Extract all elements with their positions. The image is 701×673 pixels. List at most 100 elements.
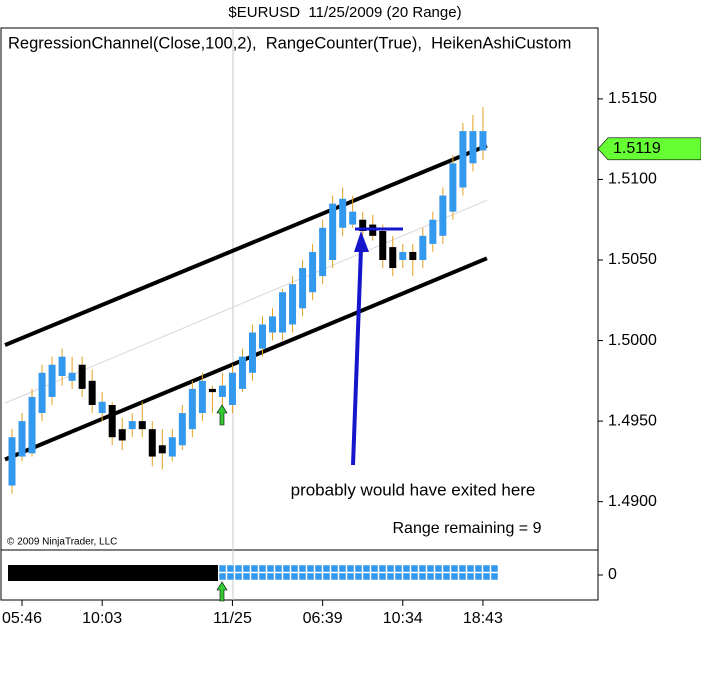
counter-bar-past	[8, 565, 218, 581]
counter-cell	[218, 564, 227, 573]
candle-body	[459, 131, 467, 188]
candle-body	[349, 211, 357, 225]
annotation-arrow	[351, 247, 363, 466]
counter-cell	[266, 572, 275, 581]
candle-body	[299, 268, 307, 309]
counter-cell	[370, 572, 379, 581]
candle-body	[449, 163, 457, 212]
counter-cell	[330, 572, 339, 581]
candle-body	[379, 231, 387, 260]
counter-cell	[234, 572, 243, 581]
candle-body	[58, 356, 66, 376]
annotation: probably would have exited here	[291, 480, 536, 499]
counter-cell	[274, 572, 283, 581]
copyright: © 2009 NinjaTrader, LLC	[7, 537, 117, 548]
counter-cell	[290, 564, 299, 573]
range-remaining: Range remaining = 9	[393, 520, 542, 537]
counter-cell	[282, 564, 291, 573]
counter-cell	[442, 564, 451, 573]
counter-cell	[466, 564, 475, 573]
counter-cell	[338, 564, 347, 573]
counter-cell	[490, 572, 499, 581]
counter-cell	[290, 572, 299, 581]
candle-body	[78, 364, 86, 389]
x-tick-label: 18:43	[463, 610, 503, 627]
candle-body	[18, 421, 26, 457]
x-tick-label: 06:39	[303, 610, 343, 627]
y-tick-label: 1.5100	[608, 171, 657, 188]
counter-cell	[322, 572, 331, 581]
counter-cell	[482, 564, 491, 573]
counter-cell	[322, 564, 331, 573]
candle-body	[158, 445, 166, 454]
candle-body	[188, 388, 196, 430]
counter-cell	[402, 572, 411, 581]
regression-line	[4, 256, 488, 462]
candle-body	[439, 195, 447, 236]
counter-cell	[370, 564, 379, 573]
counter-cell	[466, 572, 475, 581]
counter-cell	[458, 572, 467, 581]
last-price-tag	[597, 137, 701, 161]
candle-body	[399, 251, 407, 260]
counter-cell	[242, 564, 251, 573]
chart-title: $EURUSD 11/25/2009 (20 Range)	[228, 4, 461, 21]
candle-body	[269, 316, 277, 333]
candle-body	[178, 413, 186, 446]
counter-cell	[490, 564, 499, 573]
candle-body	[168, 437, 176, 457]
candle-body	[108, 405, 116, 438]
candle-body	[238, 356, 246, 389]
candle-body	[248, 332, 256, 373]
counter-cell	[418, 564, 427, 573]
candle-body	[228, 372, 236, 405]
counter-cell	[474, 564, 483, 573]
y-tick-label: 1.4950	[608, 412, 657, 429]
counter-bar	[218, 564, 499, 581]
counter-cell	[298, 564, 307, 573]
counter-cell	[306, 564, 315, 573]
candle-body	[38, 372, 46, 414]
x-tick-label: 05:46	[2, 610, 42, 627]
candle-body	[208, 388, 216, 393]
candle-body	[359, 219, 367, 231]
counter-cell	[442, 572, 451, 581]
counter-cell	[378, 572, 387, 581]
counter-cell	[258, 572, 267, 581]
counter-cell	[386, 572, 395, 581]
candle-body	[339, 198, 347, 228]
counter-cell	[330, 564, 339, 573]
candle-body	[289, 284, 297, 325]
counter-cell	[450, 572, 459, 581]
plot	[4, 106, 488, 494]
counter-cell	[346, 564, 355, 573]
candle-body	[479, 131, 487, 151]
candle-body	[389, 247, 397, 269]
candle-body	[148, 429, 156, 457]
counter-cell	[314, 572, 323, 581]
candle-body	[118, 429, 126, 441]
counter-cell	[474, 572, 483, 581]
counter-cell	[394, 564, 403, 573]
candle-body	[138, 421, 146, 430]
y-tick-label: 1.5150	[608, 90, 657, 107]
candle-body	[68, 372, 76, 381]
counter-cell	[434, 572, 443, 581]
counter-cell	[386, 564, 395, 573]
counter-cell	[346, 572, 355, 581]
y-tick-label: 1.5050	[608, 251, 657, 268]
counter-cell	[434, 564, 443, 573]
last-price-label: 1.5119	[613, 140, 661, 157]
counter-cell	[234, 564, 243, 573]
counter-cell	[426, 564, 435, 573]
counter-cell	[314, 564, 323, 573]
plot-frame	[0, 27, 599, 601]
counter-cell	[282, 572, 291, 581]
arrow-head	[354, 231, 369, 252]
counter-cell	[258, 564, 267, 573]
counter-cell	[458, 564, 467, 573]
counter-cell	[338, 572, 347, 581]
indicator-label: RegressionChannel(Close,100,2), RangeCou…	[8, 34, 571, 52]
